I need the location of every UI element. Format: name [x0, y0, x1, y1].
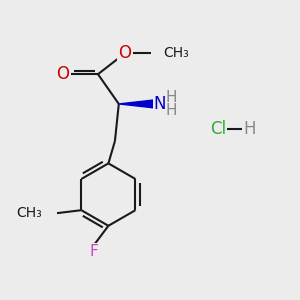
Text: Cl: Cl [210, 120, 226, 138]
Polygon shape [119, 100, 153, 108]
Text: H: H [165, 103, 177, 118]
Text: H: H [243, 120, 256, 138]
Text: N: N [154, 95, 166, 113]
Text: H: H [165, 90, 177, 105]
Text: CH₃: CH₃ [163, 46, 188, 60]
Text: CH₃: CH₃ [16, 206, 42, 220]
Text: O: O [56, 65, 69, 83]
Text: O: O [118, 44, 131, 62]
Text: F: F [89, 244, 98, 260]
